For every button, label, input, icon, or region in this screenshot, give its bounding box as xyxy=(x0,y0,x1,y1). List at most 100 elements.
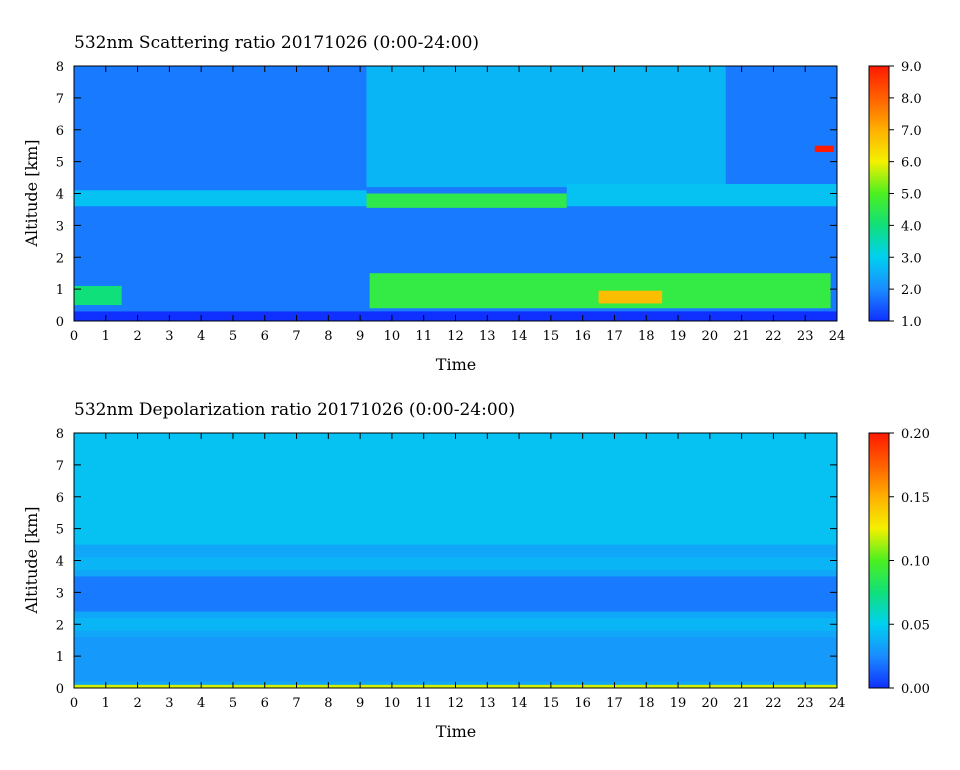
colorbar-tick-label: 5.0 xyxy=(901,188,922,203)
x-tick-label: 8 xyxy=(324,696,332,711)
y-tick-label: 5 xyxy=(56,156,64,171)
colorbar-tick-label: 0.20 xyxy=(901,427,930,442)
heatmap-cell-noisy-upper xyxy=(74,433,837,545)
x-tick-label: 5 xyxy=(229,696,237,711)
x-tick-label: 17 xyxy=(606,329,623,344)
x-tick-label: 24 xyxy=(829,696,846,711)
y-tick-label: 6 xyxy=(56,124,64,139)
x-tick-label: 1 xyxy=(102,329,110,344)
colorbar-tick-label: 1.0 xyxy=(901,315,922,330)
heatmap-cell-clean-3km xyxy=(74,576,837,612)
x-tick-label: 19 xyxy=(670,329,687,344)
x-tick-label: 17 xyxy=(606,696,623,711)
colorbar: 0.00 0.05 0.10 0.15 0.20 xyxy=(868,427,930,697)
colorbar-tick-label: 8.0 xyxy=(901,92,922,107)
y-axis-label: Altitude [km] xyxy=(22,506,41,614)
x-tick-label: 10 xyxy=(384,696,401,711)
x-tick-label: 6 xyxy=(261,696,269,711)
heatmap-cell-layer-4km-main xyxy=(366,193,567,208)
x-tick-label: 4 xyxy=(197,696,205,711)
x-axis: 0 1 2 3 4 5 6 7 8 9 10 11 12 13 14 15 16 17 18 19 20 21 22 23 24 xyxy=(70,433,845,711)
y-tick-label: 3 xyxy=(56,586,64,601)
x-tick-label: 19 xyxy=(670,696,687,711)
heatmap-cell-cloud-5.4km xyxy=(814,145,834,153)
x-tick-label: 22 xyxy=(765,329,782,344)
x-tick-label: 15 xyxy=(543,329,560,344)
y-tick-label: 4 xyxy=(56,555,64,570)
y-tick-label: 4 xyxy=(56,188,64,203)
colorbar-tick-label: 7.0 xyxy=(901,124,922,139)
chart-title: 532nm Depolarization ratio 20171026 (0:0… xyxy=(74,400,515,420)
depolarization-ratio-chart: 532nm Depolarization ratio 20171026 (0:0… xyxy=(22,400,930,741)
heatmap-features xyxy=(74,66,837,321)
y-tick-label: 0 xyxy=(56,682,64,697)
heatmap-cell-boundary-layer xyxy=(74,637,837,682)
x-tick-label: 21 xyxy=(733,329,750,344)
x-tick-label: 7 xyxy=(292,696,300,711)
y-tick-label: 0 xyxy=(56,315,64,330)
x-tick-label: 23 xyxy=(797,329,814,344)
heatmap-cell-boundary-layer-peak xyxy=(598,290,663,304)
x-axis-label: Time xyxy=(436,722,476,741)
x-tick-label: 14 xyxy=(511,329,528,344)
x-tick-label: 4 xyxy=(197,329,205,344)
x-tick-label: 18 xyxy=(638,696,655,711)
scattering-ratio-panel: 532nm Scattering ratio 20171026 (0:00-24… xyxy=(22,33,922,374)
y-tick-label: 8 xyxy=(56,60,64,75)
x-tick-label: 11 xyxy=(415,696,432,711)
y-tick-label: 5 xyxy=(56,523,64,538)
heatmap-cell-upper-level xyxy=(366,66,726,188)
y-tick-label: 2 xyxy=(56,251,64,266)
x-tick-label: 16 xyxy=(574,696,591,711)
x-tick-label: 3 xyxy=(165,329,173,344)
x-tick-label: 13 xyxy=(479,696,496,711)
x-tick-label: 0 xyxy=(70,696,78,711)
heatmap-features xyxy=(74,433,837,688)
x-tick-label: 9 xyxy=(356,329,364,344)
y-tick-label: 7 xyxy=(56,459,64,474)
x-tick-label: 3 xyxy=(165,696,173,711)
x-tick-label: 2 xyxy=(133,696,141,711)
heatmap-cell-layer-4km-east xyxy=(566,183,837,207)
x-axis: 0 1 2 3 4 5 6 7 8 9 10 11 12 13 14 15 16 17 18 19 20 21 22 23 24 xyxy=(70,66,845,344)
colorbar-tick-label: 0.05 xyxy=(901,618,930,633)
colorbar-tick-label: 3.0 xyxy=(901,251,922,266)
x-tick-label: 6 xyxy=(261,329,269,344)
x-tick-label: 11 xyxy=(415,329,432,344)
x-tick-label: 16 xyxy=(574,329,591,344)
y-axis: 0 1 2 3 4 5 6 7 8 xyxy=(56,427,837,697)
x-tick-label: 12 xyxy=(447,329,464,344)
colorbar-tick-label: 2.0 xyxy=(901,283,922,298)
x-tick-label: 9 xyxy=(356,696,364,711)
x-tick-label: 13 xyxy=(479,329,496,344)
x-tick-label: 23 xyxy=(797,696,814,711)
heatmap-cell-boundary-layer-morning xyxy=(74,285,122,306)
y-tick-label: 6 xyxy=(56,491,64,506)
x-tick-label: 10 xyxy=(384,329,401,344)
x-tick-label: 18 xyxy=(638,329,655,344)
y-tick-label: 2 xyxy=(56,618,64,633)
colorbar-gradient xyxy=(868,432,890,689)
colorbar-tick-label: 0.15 xyxy=(901,491,930,506)
y-tick-label: 3 xyxy=(56,219,64,234)
scattering-ratio-chart: 532nm Scattering ratio 20171026 (0:00-24… xyxy=(22,33,922,374)
colorbar-tick-label: 0.10 xyxy=(901,555,930,570)
colorbar-tick-label: 9.0 xyxy=(901,60,922,75)
x-tick-label: 0 xyxy=(70,329,78,344)
y-tick-label: 1 xyxy=(56,283,64,298)
x-tick-label: 20 xyxy=(702,329,719,344)
depolarization-ratio-panel: 532nm Depolarization ratio 20171026 (0:0… xyxy=(0,367,960,752)
x-tick-label: 15 xyxy=(543,696,560,711)
chart-title: 532nm Scattering ratio 20171026 (0:00-24… xyxy=(74,33,479,53)
y-tick-label: 7 xyxy=(56,92,64,107)
x-tick-label: 7 xyxy=(292,329,300,344)
heatmap-cell-layer-2km xyxy=(74,617,837,631)
heatmap-cell-layer-3.8km xyxy=(74,557,837,571)
x-tick-label: 14 xyxy=(511,696,528,711)
colorbar: 1.0 2.0 3.0 4.0 5.0 6.0 7.0 8.0 9.0 xyxy=(868,60,922,330)
y-axis-label: Altitude [km] xyxy=(22,139,41,247)
y-tick-label: 8 xyxy=(56,427,64,442)
colorbar-gradient xyxy=(868,65,890,322)
x-tick-label: 22 xyxy=(765,696,782,711)
x-axis-label: Time xyxy=(436,355,476,374)
